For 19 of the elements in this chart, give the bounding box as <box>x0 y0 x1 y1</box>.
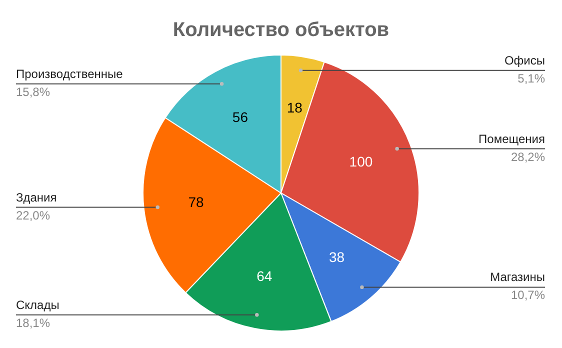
slice-label: Производственные <box>16 66 124 81</box>
slice-label: Офисы <box>504 53 545 68</box>
text: 22,0% <box>16 208 50 222</box>
text: 15,8% <box>16 84 50 99</box>
data-label: 56 <box>232 108 248 125</box>
text: 28,2% <box>510 150 545 164</box>
data-label: 100 <box>349 154 373 170</box>
text: 10,7% <box>510 288 545 302</box>
text: 18,1% <box>16 316 50 330</box>
slice-label: Помещения <box>478 132 545 146</box>
data-label: 64 <box>256 268 272 284</box>
text: 5,1% <box>518 71 545 86</box>
slice-label: Магазины <box>490 270 545 284</box>
data-label: 78 <box>188 194 204 210</box>
data-label: 18 <box>286 100 303 116</box>
slice-label: Здания <box>16 190 57 204</box>
slice-label: Склады <box>16 298 60 312</box>
data-label: 38 <box>328 248 345 265</box>
chart-title: Количество объектов <box>172 19 390 41</box>
